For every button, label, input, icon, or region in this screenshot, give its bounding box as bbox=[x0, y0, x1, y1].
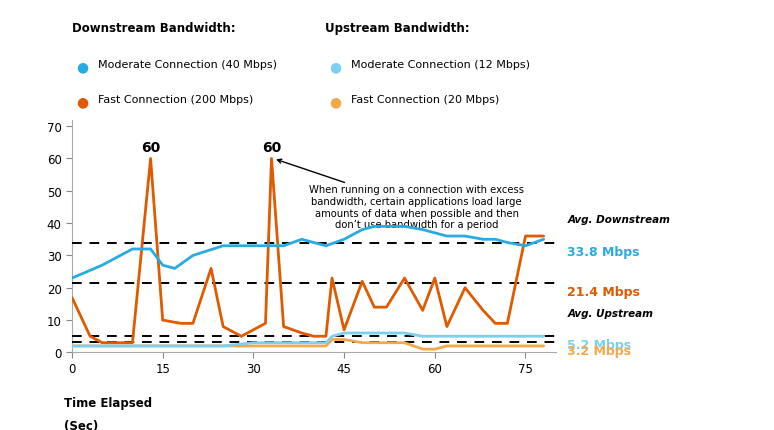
Text: Fast Connection (20 Mbps): Fast Connection (20 Mbps) bbox=[351, 95, 499, 104]
Text: (Mbps): (Mbps) bbox=[12, 60, 60, 73]
Text: When running on a connection with excess
bandwidth, certain applications load la: When running on a connection with excess… bbox=[277, 160, 524, 230]
Text: ●: ● bbox=[76, 60, 88, 74]
Text: ●: ● bbox=[329, 60, 341, 74]
Text: Avg. Upstream: Avg. Upstream bbox=[567, 309, 653, 319]
Text: ●: ● bbox=[76, 95, 88, 108]
Text: ●: ● bbox=[329, 95, 341, 108]
Text: Moderate Connection (12 Mbps): Moderate Connection (12 Mbps) bbox=[351, 60, 529, 70]
Text: 21.4 Mbps: 21.4 Mbps bbox=[567, 286, 640, 299]
Text: Upstream Bandwidth:: Upstream Bandwidth: bbox=[325, 22, 470, 34]
Text: 60: 60 bbox=[262, 140, 281, 154]
Text: 3.2 Mbps: 3.2 Mbps bbox=[567, 344, 632, 357]
Text: (Sec): (Sec) bbox=[64, 419, 98, 430]
Text: 60: 60 bbox=[141, 140, 160, 154]
Text: Time Elapsed: Time Elapsed bbox=[64, 396, 152, 408]
Text: 5.2 Mbps: 5.2 Mbps bbox=[567, 338, 632, 351]
Text: 33.8 Mbps: 33.8 Mbps bbox=[567, 246, 640, 259]
Text: Avg. Downstream: Avg. Downstream bbox=[567, 214, 670, 224]
Text: Moderate Connection (40 Mbps): Moderate Connection (40 Mbps) bbox=[98, 60, 276, 70]
Text: Fast Connection (200 Mbps): Fast Connection (200 Mbps) bbox=[98, 95, 253, 104]
Text: Downstream Bandwidth:: Downstream Bandwidth: bbox=[72, 22, 235, 34]
Text: Speed: Speed bbox=[14, 30, 58, 43]
